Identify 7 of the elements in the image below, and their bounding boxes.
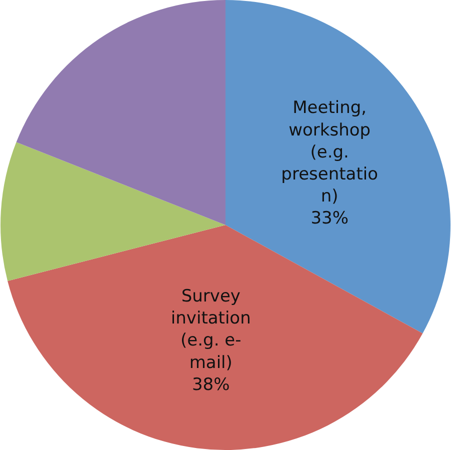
pie-slice: [16, 0, 226, 225]
data-label: 33%: [310, 208, 348, 229]
pie-slice: [0, 142, 226, 281]
slice-label: Meeting, workshop (e.g. presentation): [281, 98, 378, 207]
slice-label: Survey invitation (e.g. e-mail): [170, 286, 251, 373]
pie-slice: [8, 225, 423, 450]
data-label: 38%: [192, 374, 230, 395]
